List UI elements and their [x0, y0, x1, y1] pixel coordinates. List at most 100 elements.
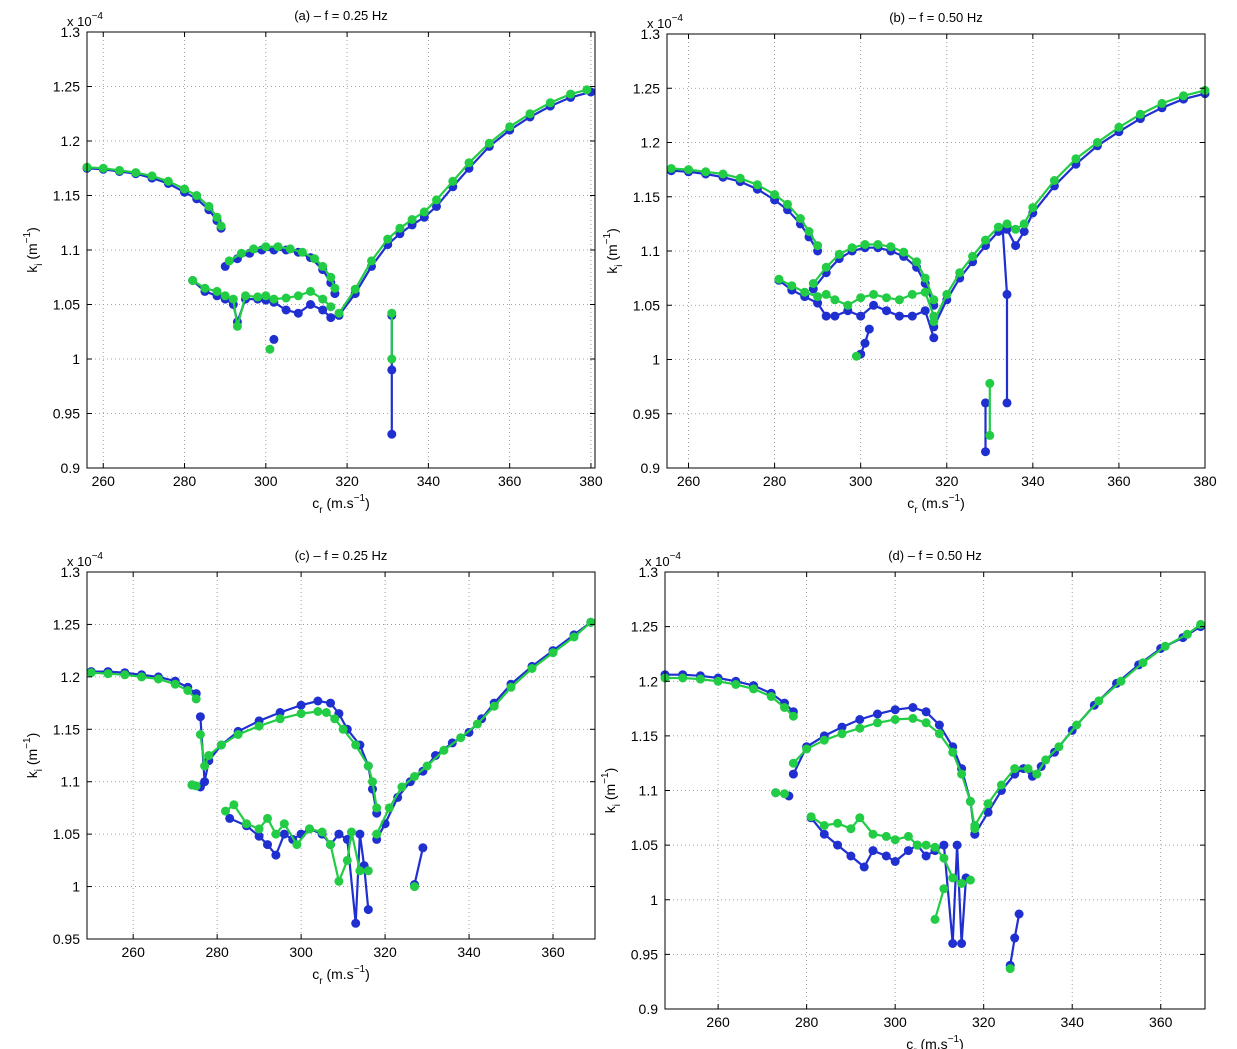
data-point: [297, 247, 307, 257]
data-point: [1179, 91, 1188, 101]
data-point: [834, 249, 844, 259]
data-point: [269, 334, 279, 344]
data-point: [939, 853, 949, 863]
y-tick-label: 1: [650, 892, 658, 908]
data-point: [1160, 641, 1170, 651]
data-point: [881, 831, 891, 841]
data-point: [271, 829, 281, 839]
data-point: [410, 772, 419, 781]
data-point: [313, 696, 323, 706]
data-point: [306, 286, 315, 296]
data-point: [788, 769, 798, 779]
data-point: [505, 122, 515, 132]
data-point: [1011, 241, 1021, 251]
x-tick-label: 280: [795, 1014, 819, 1030]
data-point: [387, 354, 397, 364]
data-point: [229, 800, 239, 810]
data-point: [957, 878, 967, 888]
data-point: [957, 769, 967, 779]
x-axis-label: cr (m.s−1): [907, 493, 965, 516]
data-point: [1010, 933, 1020, 943]
data-point: [195, 712, 205, 722]
data-point: [1019, 219, 1029, 229]
data-point: [318, 305, 328, 315]
data-point: [367, 256, 376, 266]
data-point: [1023, 764, 1033, 774]
data-point: [204, 751, 214, 760]
data-point: [1011, 224, 1021, 234]
data-point: [147, 171, 157, 181]
y-tick-label: 0.95: [53, 406, 80, 422]
data-point: [996, 780, 1006, 790]
data-point: [1028, 203, 1038, 213]
data-point: [275, 714, 285, 724]
y-axis-label: ki (m−1): [600, 768, 623, 814]
data-point: [137, 672, 147, 682]
data-point: [195, 730, 205, 739]
data-point: [419, 207, 429, 217]
data-point: [985, 430, 995, 440]
data-point: [350, 284, 360, 294]
x-tick-label: 260: [677, 473, 701, 489]
data-point: [890, 715, 900, 724]
data-point: [869, 289, 879, 299]
y-tick-label: 1.2: [61, 133, 81, 149]
data-point: [586, 617, 596, 627]
data-point: [929, 295, 939, 305]
data-point: [545, 98, 555, 108]
data-point: [795, 214, 805, 223]
data-point: [808, 279, 818, 288]
y-tick-label: 1: [72, 879, 80, 895]
data-point: [788, 711, 798, 721]
data-point: [342, 855, 352, 865]
x-tick-label: 300: [289, 944, 313, 960]
data-point: [281, 305, 291, 315]
data-point: [983, 807, 993, 817]
data-point: [921, 718, 931, 728]
chart-title: (a) – f = 0.25 Hz: [294, 8, 388, 23]
data-point: [813, 298, 823, 308]
data-point: [837, 729, 847, 739]
y-tick-label: 1.15: [633, 189, 660, 205]
data-point: [968, 251, 978, 261]
y-tick-label: 1.05: [631, 837, 658, 853]
x-tick-label: 280: [205, 944, 229, 960]
data-point: [318, 294, 328, 304]
data-point: [183, 686, 193, 695]
y-axis-label: ki (m−1): [22, 733, 45, 779]
y-tick-label: 0.95: [53, 931, 80, 947]
data-point: [484, 138, 494, 148]
x-tick-label: 260: [706, 1014, 730, 1030]
data-point: [873, 709, 882, 719]
data-point: [204, 201, 214, 211]
y-tick-label: 1.25: [53, 616, 80, 632]
y-tick-label: 0.9: [639, 1001, 659, 1017]
data-point: [383, 234, 393, 244]
data-point: [242, 819, 251, 829]
data-point: [306, 300, 315, 309]
data-point: [766, 692, 776, 701]
data-point: [921, 707, 931, 717]
data-point: [701, 167, 711, 177]
data-point: [907, 289, 917, 299]
data-point: [464, 158, 474, 168]
data-point: [448, 176, 458, 186]
x-tick-label: 340: [457, 944, 481, 960]
data-point: [582, 85, 592, 95]
x-tick-label: 260: [92, 473, 116, 489]
data-point: [1002, 289, 1012, 299]
data-point: [275, 708, 285, 717]
data-point: [472, 719, 482, 729]
y-multiplier: x 10−4: [67, 11, 103, 29]
data-point: [1014, 909, 1024, 919]
data-point: [908, 713, 918, 723]
data-point: [851, 351, 861, 361]
data-point: [431, 751, 440, 760]
y-multiplier: x 10−4: [67, 551, 103, 569]
data-point: [856, 293, 866, 303]
data-point: [115, 165, 124, 175]
x-tick-label: 360: [1107, 473, 1131, 489]
data-point: [787, 281, 797, 291]
data-point: [908, 703, 918, 712]
y-tick-label: 0.95: [633, 406, 660, 422]
